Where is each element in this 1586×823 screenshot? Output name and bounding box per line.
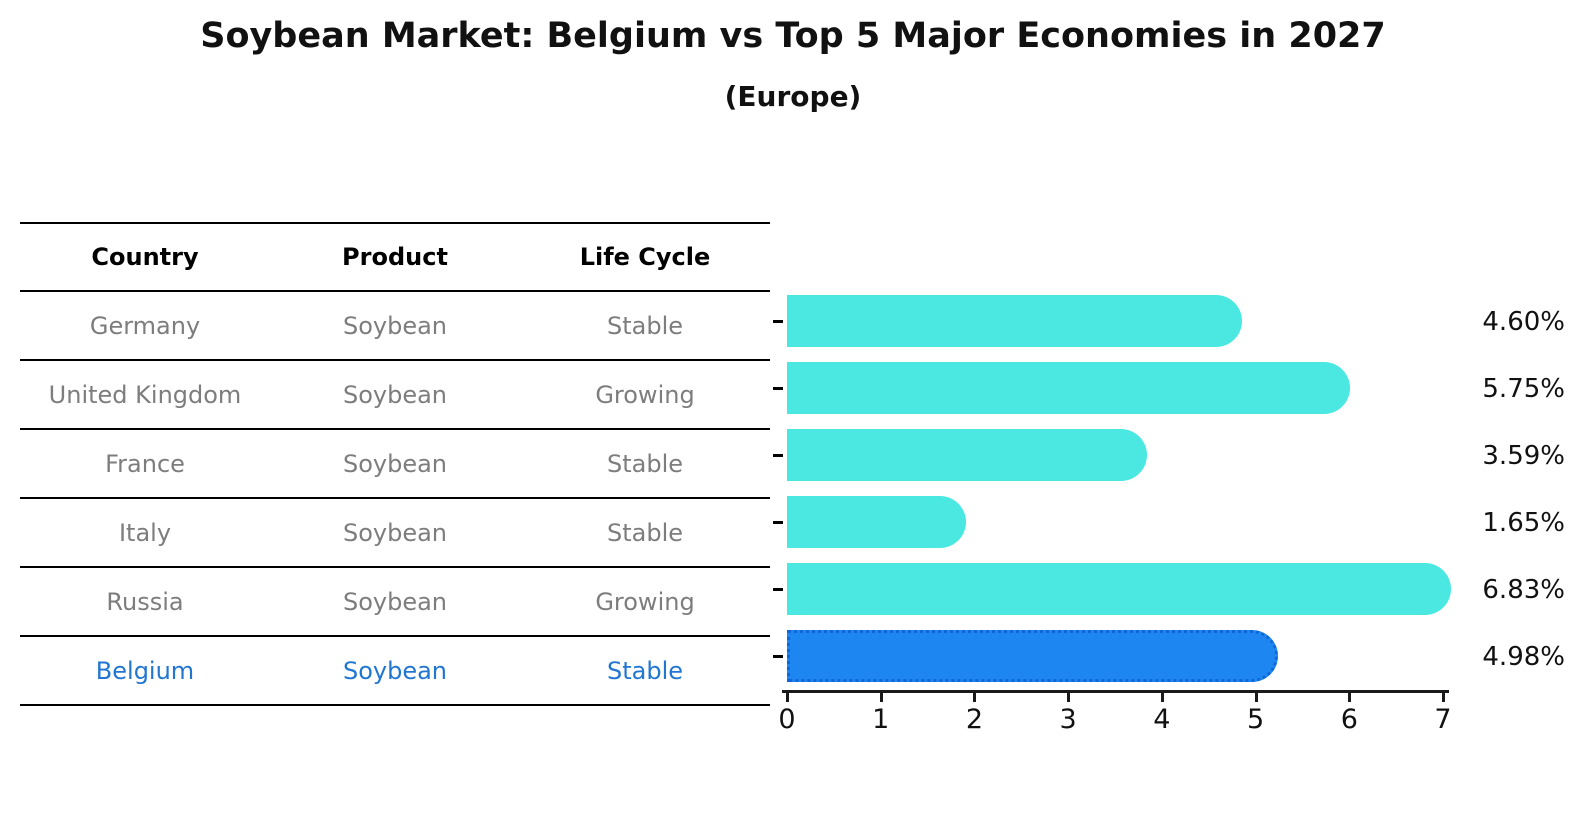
cell-product: Soybean (342, 518, 448, 547)
cell-country: United Kingdom (48, 380, 242, 409)
chart-title: Soybean Market: Belgium vs Top 5 Major E… (200, 16, 1386, 56)
value-label-column: 4.60% 5.75% 3.59% 1.65% 6.83% 4.98% (1460, 288, 1565, 690)
x-axis-tick-label: 3 (1059, 704, 1077, 735)
cell-lifecycle: Stable (606, 311, 684, 340)
x-axis-tick-mark (1254, 693, 1258, 702)
country-table: Country Product Life Cycle Germany Soybe… (20, 222, 770, 706)
bar-plot-area (773, 288, 1451, 690)
x-axis-tick-mark (1067, 693, 1071, 702)
bar-value-label: 5.75% (1482, 373, 1565, 404)
bar-france (787, 429, 1147, 481)
bar-row (773, 489, 1443, 556)
x-axis-tick-mark (973, 693, 977, 702)
column-header-country: Country (91, 243, 199, 271)
cell-country: Russia (106, 587, 184, 616)
cell-country: Italy (118, 518, 172, 547)
y-axis-tick (773, 387, 783, 390)
cell-country: France (105, 449, 185, 478)
x-axis-tick-label: 4 (1153, 704, 1171, 735)
table-row: United Kingdom Soybean Growing (20, 361, 770, 430)
x-axis-tick-mark (1160, 693, 1164, 702)
y-axis-tick (773, 588, 783, 591)
bar-italy (787, 496, 966, 548)
x-axis-tick-mark (1442, 693, 1445, 702)
bar-row (773, 355, 1443, 422)
x-axis-tick-label: 7 (1434, 704, 1452, 735)
y-axis-tick (773, 655, 783, 658)
bar-belgium (787, 630, 1278, 682)
x-axis-tick-label: 0 (778, 704, 796, 735)
bar-germany (787, 295, 1242, 347)
cell-product: Soybean (342, 587, 448, 616)
bar-value-label: 3.59% (1482, 440, 1565, 471)
table-row: France Soybean Stable (20, 430, 770, 499)
bar-value-label: 6.83% (1482, 574, 1565, 605)
table-row: Russia Soybean Growing (20, 568, 770, 637)
bar-value-label: 1.65% (1482, 507, 1565, 538)
bar-value-label: 4.98% (1482, 641, 1565, 672)
x-axis-tick-label: 2 (965, 704, 984, 735)
cell-lifecycle: Stable (606, 449, 684, 478)
x-axis-tick-label: 1 (872, 704, 890, 735)
column-header-product: Product (342, 243, 448, 271)
table-body: Germany Soybean Stable United Kingdom So… (20, 292, 770, 706)
column-header-lifecycle: Life Cycle (579, 243, 711, 271)
y-axis-tick (773, 454, 783, 457)
table-row: Germany Soybean Stable (20, 292, 770, 361)
x-axis-tick-mark (879, 693, 883, 702)
x-axis-line (782, 690, 1449, 693)
y-axis-tick (773, 521, 783, 524)
cell-lifecycle: Growing (595, 380, 695, 409)
bar-row (773, 288, 1443, 355)
bar-row (773, 422, 1443, 489)
bar-value-label: 4.60% (1482, 306, 1565, 337)
cell-product: Soybean (342, 311, 448, 340)
table-row: Italy Soybean Stable (20, 499, 770, 568)
cell-country: Belgium (95, 656, 195, 685)
bar-row (773, 556, 1451, 623)
chart-subtitle: (Europe) (724, 80, 862, 113)
cell-lifecycle: Growing (595, 587, 695, 616)
x-axis-tick-label: 6 (1340, 704, 1358, 735)
y-axis-tick (773, 320, 783, 323)
table-header-row: Country Product Life Cycle (20, 222, 770, 292)
bar-row (773, 623, 1443, 690)
cell-product: Soybean (342, 449, 448, 478)
x-axis-tick-label: 5 (1246, 704, 1265, 735)
x-axis-tick-mark (786, 693, 789, 702)
cell-country: Germany (89, 311, 201, 340)
table-row: Belgium Soybean Stable (20, 637, 770, 706)
cell-lifecycle: Stable (606, 656, 684, 685)
cell-product: Soybean (342, 380, 448, 409)
bar-united-kingdom (787, 362, 1350, 414)
bar-russia (787, 563, 1451, 615)
cell-lifecycle: Stable (606, 518, 684, 547)
cell-product: Soybean (342, 656, 448, 685)
x-axis-tick-mark (1348, 693, 1352, 702)
